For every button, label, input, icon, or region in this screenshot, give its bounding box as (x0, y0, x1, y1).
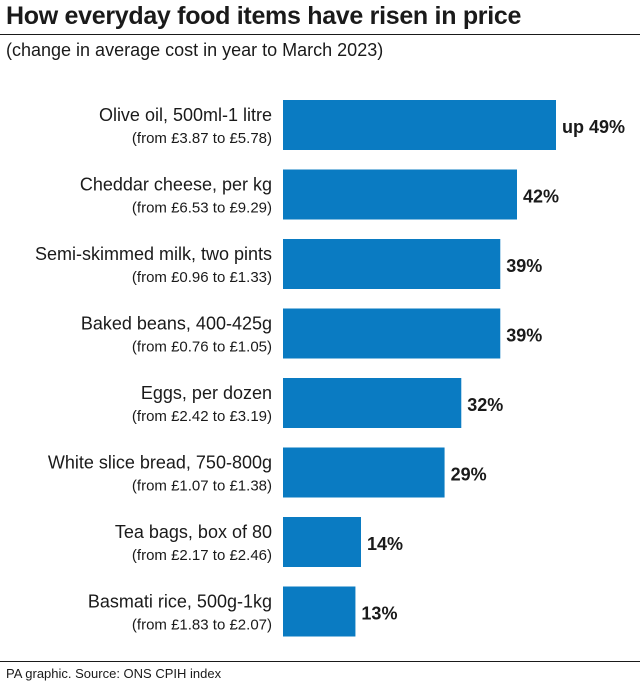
price-range-label: (from £3.87 to £5.78) (132, 130, 272, 147)
value-label: 29% (451, 465, 487, 485)
value-label: 14% (367, 534, 403, 554)
value-label: 32% (467, 395, 503, 415)
price-range-label: (from £1.07 to £1.38) (132, 478, 272, 495)
price-range-label: (from £2.42 to £3.19) (132, 408, 272, 425)
bar (283, 517, 361, 567)
bar (283, 239, 501, 289)
category-label: Basmati rice, 500g-1kg (88, 592, 272, 612)
chart-subtitle: (change in average cost in year to March… (6, 40, 384, 60)
bar (283, 447, 445, 498)
category-label: Eggs, per dozen (141, 383, 272, 403)
bar (283, 308, 501, 359)
bar (283, 169, 517, 220)
category-label: Semi-skimmed milk, two pints (35, 244, 272, 264)
category-label: Cheddar cheese, per kg (80, 175, 272, 195)
bar (283, 378, 462, 428)
bar (283, 586, 356, 637)
price-range-label: (from £0.76 to £1.05) (132, 339, 272, 356)
value-label: 39% (506, 256, 542, 276)
category-label: Olive oil, 500ml-1 litre (99, 105, 272, 125)
chart-title: How everyday food items have risen in pr… (6, 2, 522, 30)
price-range-label: (from £0.96 to £1.33) (132, 269, 272, 286)
value-label: 39% (506, 326, 542, 346)
price-range-label: (from £6.53 to £9.29) (132, 200, 272, 217)
category-label: Baked beans, 400-425g (81, 314, 272, 334)
category-label: Tea bags, box of 80 (115, 522, 272, 542)
value-label: 13% (361, 604, 397, 624)
value-label: 42% (523, 187, 559, 207)
footer-divider (0, 661, 640, 662)
bar-chart: Olive oil, 500ml-1 litre (from £3.87 to £… (35, 100, 625, 637)
category-label: White slice bread, 750-800g (48, 453, 272, 473)
value-label: up 49% (562, 117, 625, 137)
bar (283, 100, 556, 150)
price-range-label: (from £1.83 to £2.07) (132, 617, 272, 634)
title-divider (0, 34, 640, 35)
price-range-label: (from £2.17 to £2.46) (132, 547, 272, 564)
source-note: PA graphic. Source: ONS CPIH index (6, 666, 222, 681)
